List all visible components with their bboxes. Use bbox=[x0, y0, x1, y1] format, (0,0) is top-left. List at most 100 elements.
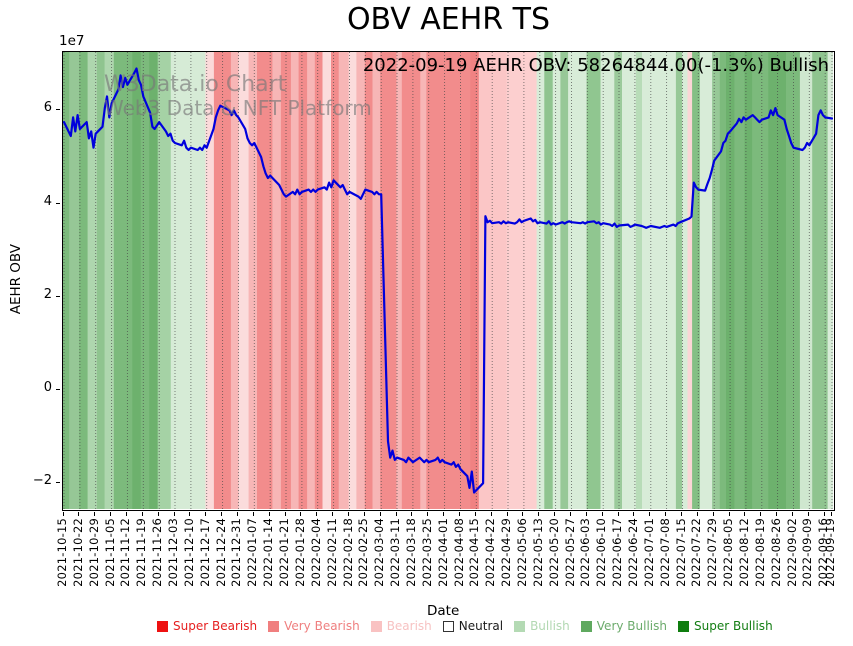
sentiment-band bbox=[568, 52, 588, 509]
legend-item-very-bearish: Very Bearish bbox=[268, 619, 360, 633]
obv-line bbox=[63, 67, 833, 494]
x-tick bbox=[585, 512, 587, 516]
x-tick-label: 2021-12-03 bbox=[166, 518, 180, 587]
x-tick bbox=[617, 512, 619, 516]
x-tick bbox=[554, 512, 556, 516]
x-tick-label: 2022-01-28 bbox=[292, 518, 307, 587]
sentiment-band bbox=[69, 52, 80, 509]
x-tick bbox=[744, 512, 746, 516]
x-tick-label: 2022-03-18 bbox=[403, 518, 418, 587]
x-tick bbox=[792, 512, 793, 516]
x-tick-label: 2022-04-15 bbox=[467, 518, 482, 587]
x-tick-label: 2022-02-04 bbox=[308, 518, 323, 587]
x-tick-label: 2021-12-17 bbox=[197, 518, 212, 587]
sentiment-band bbox=[87, 52, 98, 509]
sentiment-band bbox=[396, 52, 403, 509]
legend-swatch bbox=[580, 620, 592, 632]
x-tick bbox=[570, 512, 571, 516]
sentiment-band bbox=[132, 52, 142, 509]
legend-swatch bbox=[514, 620, 526, 632]
x-tick bbox=[173, 512, 175, 516]
x-tick bbox=[601, 512, 603, 516]
x-tick bbox=[728, 512, 730, 516]
x-tick bbox=[665, 512, 667, 516]
sentiment-band bbox=[401, 52, 421, 509]
x-tick bbox=[332, 512, 334, 516]
legend-label: Very Bullish bbox=[596, 619, 667, 633]
sentiment-band bbox=[104, 52, 115, 509]
x-tick-label: 2022-07-15 bbox=[673, 518, 688, 587]
x-tick-label: 2022-02-25 bbox=[356, 518, 371, 587]
sentiment-band bbox=[420, 52, 428, 509]
sentiment-band bbox=[635, 52, 643, 509]
sentiment-band bbox=[470, 52, 480, 509]
x-tick-label: 2022-03-25 bbox=[419, 518, 434, 587]
legend-swatch bbox=[370, 620, 382, 632]
x-tick bbox=[316, 512, 318, 516]
x-tick-label: 2022-07-22 bbox=[689, 518, 704, 587]
sentiment-band bbox=[712, 52, 721, 509]
sentiment-band bbox=[372, 52, 381, 509]
sentiment-band bbox=[799, 52, 813, 509]
x-tick bbox=[348, 512, 349, 516]
sentiment-band bbox=[560, 52, 569, 509]
sentiment-band bbox=[96, 52, 106, 509]
sentiment-band bbox=[338, 52, 350, 509]
sentiment-band bbox=[752, 52, 769, 509]
x-tick bbox=[157, 512, 159, 516]
legend-label: Bullish bbox=[530, 619, 570, 633]
legend-label: Very Bearish bbox=[284, 619, 360, 633]
x-tick-label: 2022-04-08 bbox=[451, 518, 466, 587]
watermark-line2: Web3 Data & NFT Platform bbox=[104, 96, 372, 120]
x-tick bbox=[268, 512, 270, 516]
x-tick bbox=[522, 512, 524, 516]
sentiment-band bbox=[692, 52, 701, 509]
x-tick-label: 2021-12-10 bbox=[181, 518, 196, 587]
sentiment-band bbox=[682, 52, 689, 509]
x-tick bbox=[538, 512, 540, 516]
sentiment-band bbox=[290, 52, 300, 509]
x-tick bbox=[379, 512, 381, 516]
y-tick-label: 4 bbox=[43, 193, 52, 209]
x-tick-label: 2022-05-27 bbox=[562, 518, 577, 587]
sentiment-band bbox=[113, 52, 133, 509]
x-tick-label: 2022-01-07 bbox=[245, 518, 260, 587]
legend-label: Bearish bbox=[386, 619, 432, 633]
x-tick-label: 2022-08-12 bbox=[736, 518, 751, 587]
legend-item-bearish: Bearish bbox=[370, 619, 432, 633]
x-tick bbox=[252, 512, 254, 516]
sentiment-band bbox=[719, 52, 727, 509]
legend-item-bullish: Bullish bbox=[514, 619, 570, 633]
x-tick-label: 2022-06-03 bbox=[578, 518, 593, 587]
sentiment-band bbox=[63, 52, 70, 509]
x-tick-label: 2022-06-24 bbox=[625, 518, 640, 587]
legend-swatch bbox=[442, 620, 454, 632]
sentiment-band bbox=[734, 52, 745, 509]
x-tick-label: 2022-04-01 bbox=[435, 518, 450, 587]
x-tick bbox=[807, 512, 809, 516]
legend-item-super-bullish: Super Bullish bbox=[678, 619, 773, 633]
sentiment-band bbox=[298, 52, 308, 509]
x-tick-label: 2022-08-19 bbox=[752, 518, 767, 587]
x-tick bbox=[696, 512, 698, 516]
sentiment-band bbox=[149, 52, 159, 509]
sentiment-band bbox=[170, 52, 206, 509]
x-tick bbox=[411, 512, 413, 516]
x-tick-label: 2022-09-09 bbox=[800, 518, 815, 587]
x-tick bbox=[776, 512, 778, 516]
x-tick-label: 2021-10-15 bbox=[55, 518, 69, 587]
x-tick bbox=[205, 512, 207, 516]
x-tick bbox=[443, 512, 445, 516]
sentiment-band bbox=[552, 52, 561, 509]
sentiment-band bbox=[675, 52, 683, 509]
sentiment-band bbox=[272, 52, 282, 509]
x-tick-label: 2022-07-08 bbox=[657, 518, 672, 587]
y-tick bbox=[56, 295, 60, 297]
x-tick-label: 2022-05-20 bbox=[546, 518, 561, 587]
chart-title: OBV AEHR TS bbox=[346, 2, 551, 37]
x-tick-label: 2022-07-29 bbox=[705, 518, 720, 587]
sentiment-band bbox=[544, 52, 554, 509]
plot-canvas bbox=[63, 52, 833, 509]
x-tick bbox=[633, 512, 635, 516]
